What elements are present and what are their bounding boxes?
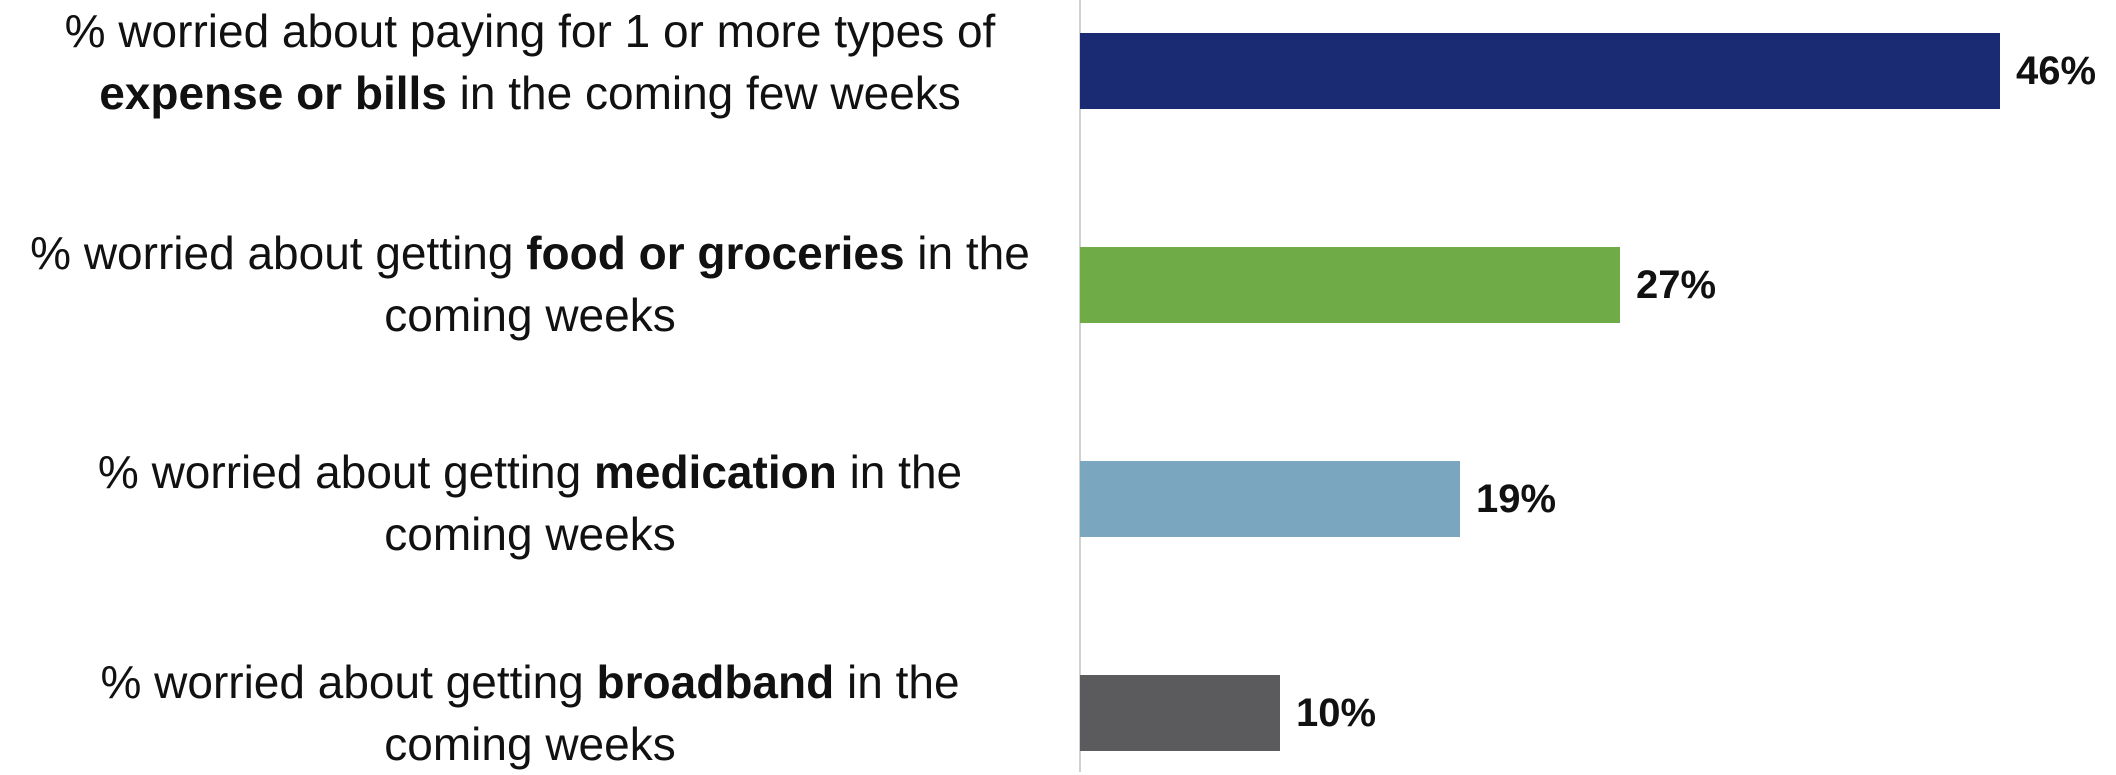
bar: [1080, 675, 1280, 751]
category-label: % worried about getting medication in th…: [97, 446, 963, 560]
category-label: % worried about getting food or grocerie…: [30, 227, 1030, 341]
data-label: 27%: [1636, 263, 1717, 307]
bar: [1080, 247, 1620, 323]
category-label: % worried about paying for 1 or more typ…: [64, 5, 996, 119]
data-label: 46%: [2016, 49, 2097, 93]
bar: [1080, 461, 1460, 537]
bar: [1080, 33, 2000, 109]
data-label: 19%: [1476, 477, 1557, 521]
category-label: % worried about getting broadband in the…: [100, 656, 960, 770]
category-axis-line: [1079, 0, 1081, 772]
data-label: 10%: [1296, 691, 1377, 735]
